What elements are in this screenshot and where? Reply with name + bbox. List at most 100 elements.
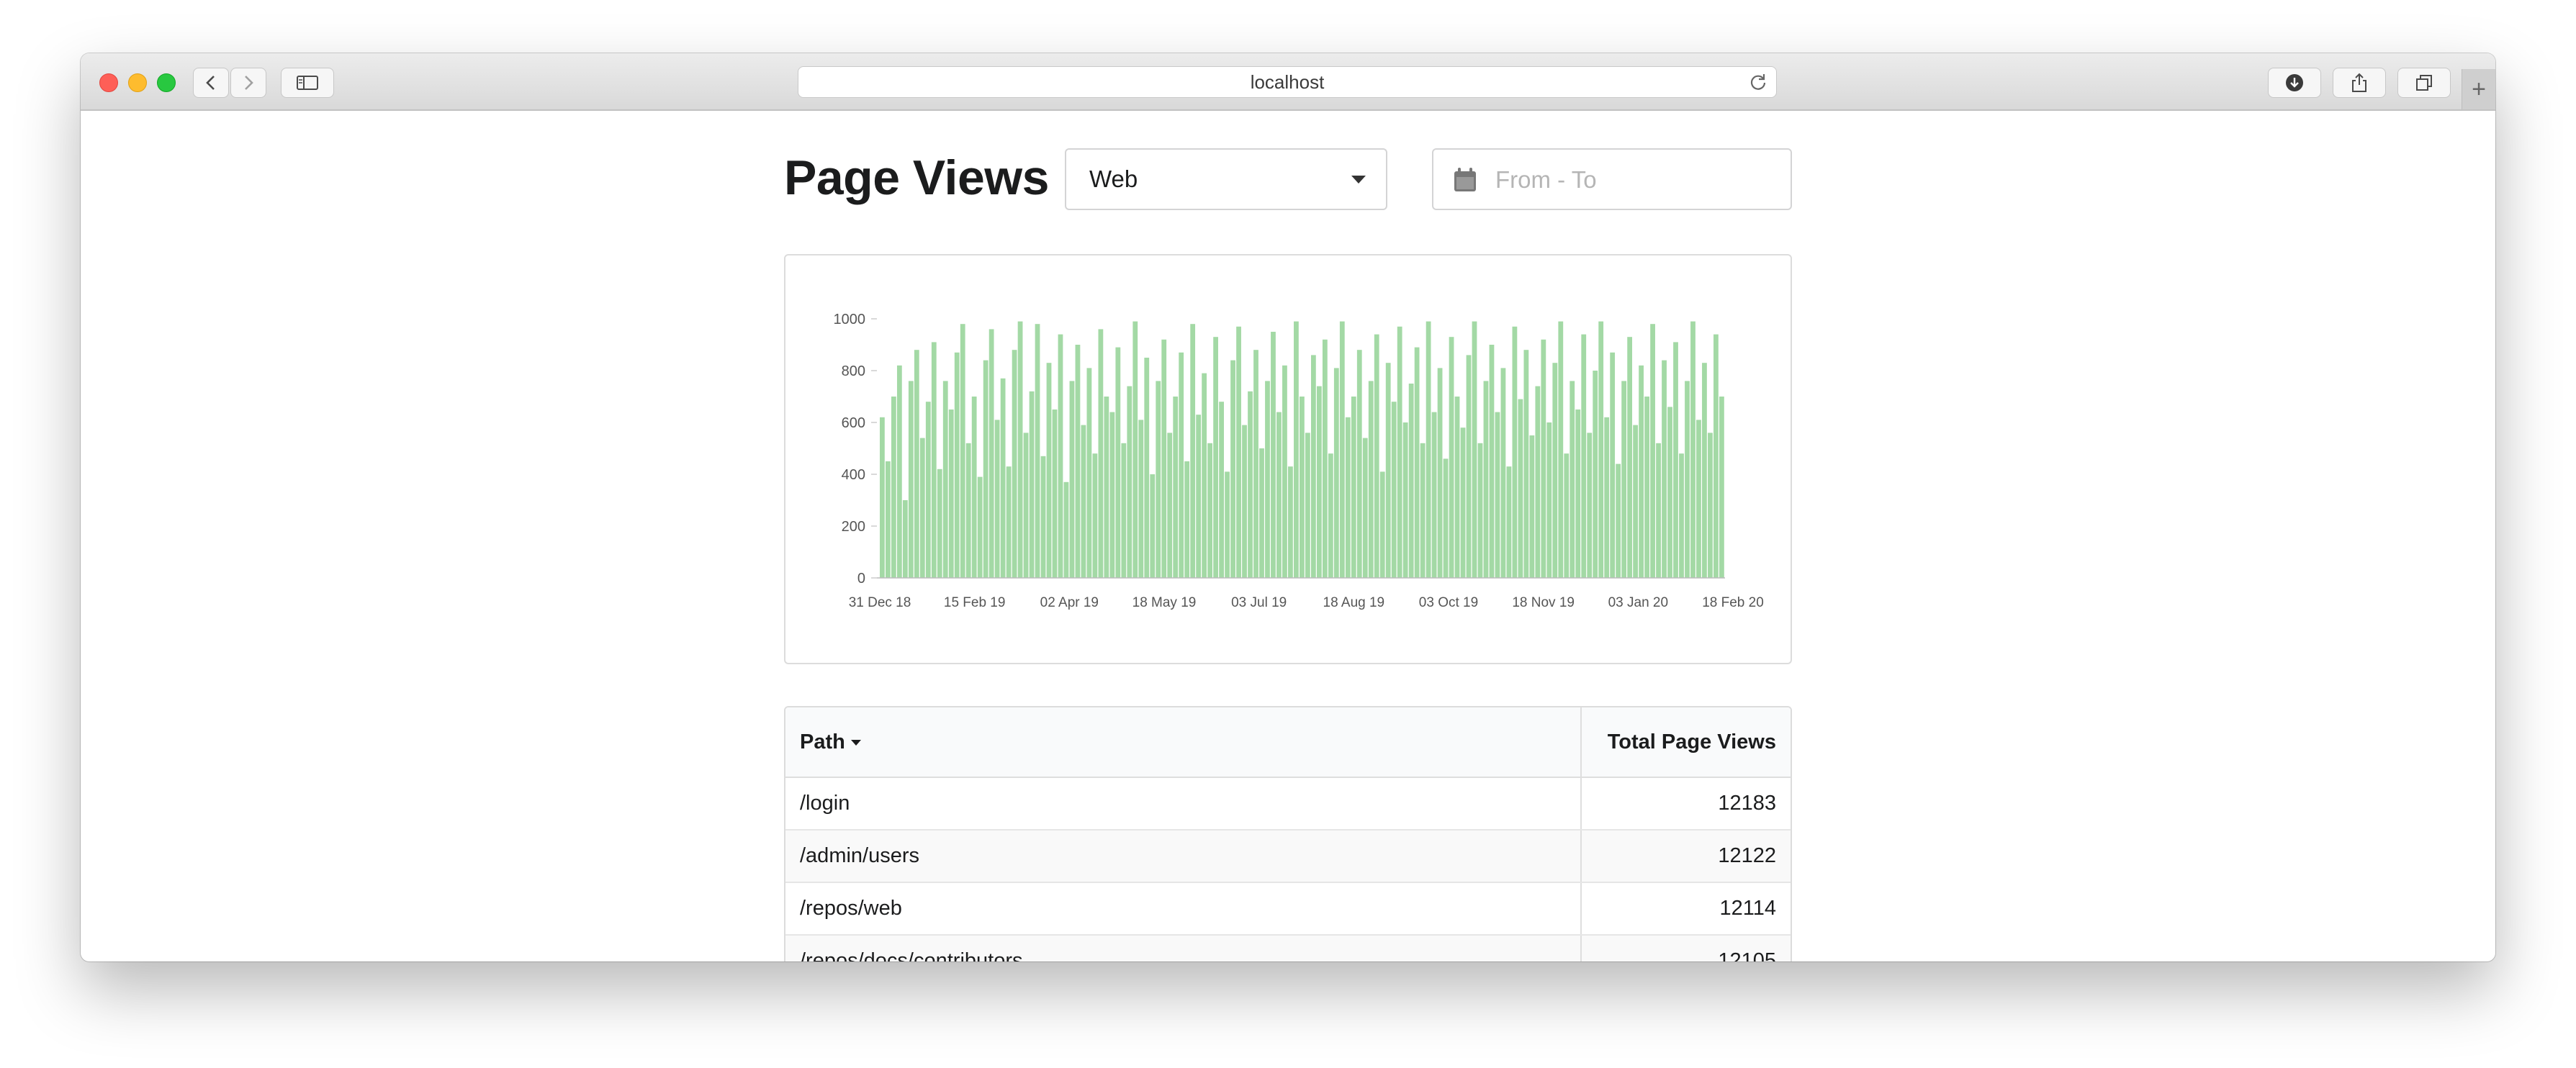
minimize-window-button[interactable] [128,73,147,92]
back-button[interactable] [193,68,229,98]
chart-bar [1472,321,1477,578]
chart-bar [1035,324,1040,578]
chart-bar [1351,397,1356,578]
x-tick-label: 03 Jul 19 [1231,595,1287,610]
tabs-icon [2416,75,2432,91]
chart-bar [948,409,954,578]
chart-bar [1339,321,1345,578]
chart-bar [1132,321,1138,578]
chart-bar [1598,321,1604,578]
tab-overview-button[interactable] [2397,68,2451,98]
chart-bar [1397,326,1402,578]
chart-bar [1673,342,1678,578]
views-header-label: Total Page Views [1607,730,1776,754]
sidebar-toggle-button[interactable] [281,68,334,98]
path-cell: /repos/docs/contributors [785,935,1581,961]
chart-bar [1092,453,1098,578]
chart-bar [1564,453,1570,578]
chart-bar [1483,381,1489,578]
forward-button[interactable] [230,68,266,98]
chart-bar [988,329,994,578]
source-select[interactable]: Web [1065,148,1387,210]
chart-bar [1454,397,1460,578]
y-tick-label: 600 [842,415,865,431]
chart-bar [1300,397,1305,578]
chart-bar [1702,363,1707,578]
page-views-table: Path Total Page Views /login 12183 /admi… [785,707,1791,961]
chart-bar [1253,350,1258,578]
chart-bar [1150,474,1156,578]
chart-bar [1408,384,1414,578]
chart-bar [1506,466,1512,578]
path-cell: /repos/web [785,882,1581,936]
download-icon [2286,74,2303,91]
path-column-header[interactable]: Path [785,707,1581,778]
date-range-field[interactable] [1432,148,1792,210]
share-icon [2352,73,2366,92]
chart-bar [1495,412,1500,578]
x-tick-label: 18 Feb 20 [1702,595,1764,610]
chart-bar [1541,339,1546,578]
chart-bar [1063,481,1069,578]
chart-bar [1616,463,1621,578]
table-row[interactable]: /repos/web 12114 [785,882,1791,936]
share-button[interactable] [2333,68,2386,98]
chart-bar [931,342,937,578]
chart-bar [1374,334,1379,578]
date-range-input[interactable] [1494,161,1778,199]
chart-bar [1719,397,1724,578]
chart-bar [1294,321,1299,578]
chart-bar [925,402,931,578]
table-header-row: Path Total Page Views [785,707,1791,778]
chart-bar [937,469,942,578]
chart-bar [1109,412,1115,578]
chart-bar [1460,427,1466,578]
chart-bar [1644,397,1649,578]
sidebar-icon [297,76,318,90]
chart-bar [1662,360,1667,578]
chart-bar [1633,425,1639,578]
maximize-window-button[interactable] [157,73,176,92]
y-tick-label: 800 [842,363,865,379]
reload-icon[interactable] [1749,73,1767,91]
table-row[interactable]: /admin/users 12122 [785,830,1791,883]
chart-bar [1466,355,1472,578]
address-bar[interactable]: localhost [798,66,1777,98]
sort-caret-icon [850,739,861,746]
views-cell: 12105 [1580,935,1791,961]
close-window-button[interactable] [99,73,118,92]
chart-bar [1236,326,1241,578]
chart-bar [1202,373,1207,578]
y-tick-label: 1000 [834,312,866,327]
table-row[interactable]: /repos/docs/contributors 12105 [785,935,1791,961]
downloads-button[interactable] [2268,68,2321,98]
chart-bar [1006,466,1012,578]
chart-bar [1081,425,1086,578]
chart-bar [1610,352,1616,578]
chart-bar [1362,438,1368,578]
chart-bar [1023,433,1029,578]
views-cell: 12122 [1580,830,1791,883]
chart-bar [1052,409,1058,578]
chart-bar [1696,420,1701,578]
chart-bar [1190,324,1196,578]
page-title: Page Views [784,150,1049,205]
chart-bar [1385,363,1391,578]
chart-bar [1310,355,1316,578]
chart-bar [1225,471,1230,578]
chart-bar [1138,420,1144,578]
new-tab-button[interactable]: + [2462,69,2495,109]
x-tick-label: 18 Aug 19 [1323,595,1385,610]
table-row[interactable]: /login 12183 [785,777,1791,831]
chart-bar [1248,391,1253,578]
chart-bar [1587,433,1593,578]
chart-bar [1593,371,1598,578]
views-column-header[interactable]: Total Page Views [1580,707,1791,778]
chart-bar [1627,337,1633,578]
chart-bar [1512,326,1518,578]
chart-bar [919,438,925,578]
chart-bar [1581,334,1587,578]
chart-bar [1040,456,1046,578]
page-views-table-card: Path Total Page Views /login 12183 /admi… [784,706,1792,961]
page-content: Page Views Web 0 200 400 600 800 1000 31 Dec 1… [81,111,2495,961]
